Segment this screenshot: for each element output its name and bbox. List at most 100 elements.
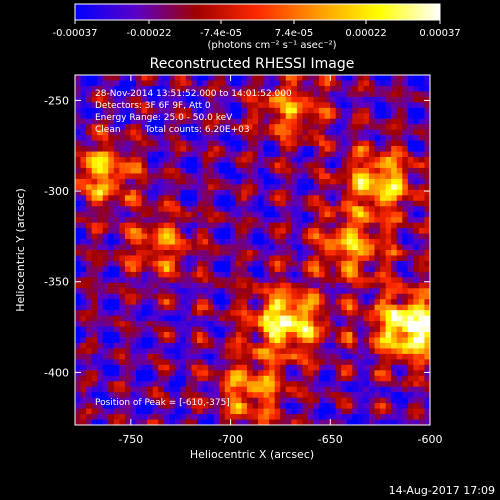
heatmap-cell: [324, 102, 331, 109]
heatmap-cell: [235, 293, 243, 300]
heatmap-cell: [91, 255, 98, 262]
heatmap-cell: [241, 397, 248, 404]
heatmap-cell: [185, 233, 193, 240]
heatmap-cell: [258, 118, 265, 125]
heatmap-cell: [263, 151, 270, 158]
heatmap-cell: [396, 403, 403, 410]
heatmap-cell: [191, 217, 198, 224]
heatmap-cell: [280, 184, 287, 191]
heatmap-cell: [246, 353, 254, 360]
heatmap-cell: [230, 293, 237, 300]
heatmap-cell: [113, 233, 120, 240]
heatmap-cell: [252, 255, 259, 262]
heatmap-cell: [197, 80, 204, 87]
heatmap-cell: [191, 271, 198, 278]
heatmap-cell: [341, 222, 348, 229]
heatmap-cell: [219, 167, 226, 175]
heatmap-cell: [263, 173, 270, 180]
heatmap-cell: [185, 239, 193, 246]
heatmap-cell: [374, 282, 381, 289]
heatmap-cell: [319, 260, 326, 268]
heatmap-cell: [163, 102, 170, 109]
heatmap-cell: [169, 233, 176, 240]
heatmap-cell: [224, 386, 231, 393]
heatmap-cell: [335, 321, 342, 328]
heatmap-cell: [385, 381, 392, 388]
heatmap-cell: [418, 282, 426, 289]
heatmap-cell: [363, 381, 370, 388]
heatmap-cell: [352, 266, 359, 273]
heatmap-cell: [169, 419, 176, 425]
heatmap-cell: [368, 80, 376, 87]
heatmap-cell: [136, 293, 143, 300]
heatmap-cell: [396, 348, 403, 355]
heatmap-cell: [180, 146, 187, 153]
heatmap-cell: [396, 107, 403, 114]
heatmap-cell: [235, 386, 243, 393]
heatmap-cell: [130, 342, 137, 350]
heatmap-cell: [291, 288, 298, 295]
heatmap-cell: [252, 315, 259, 322]
heatmap-cell: [180, 151, 187, 158]
heatmap-cell: [302, 403, 309, 410]
heatmap-cell: [330, 124, 337, 131]
heatmap-cell: [147, 102, 154, 109]
heatmap-cell: [124, 375, 132, 382]
heatmap-cell: [319, 206, 326, 213]
heatmap-cell: [302, 414, 309, 421]
heatmap-cell: [97, 102, 104, 109]
heatmap-cell: [385, 195, 392, 202]
heatmap-cell: [324, 91, 331, 98]
heatmap-cell: [324, 353, 331, 360]
heatmap-cell: [252, 184, 259, 191]
heatmap-cell: [235, 381, 243, 388]
heatmap-cell: [330, 342, 337, 350]
heatmap-cell: [152, 332, 159, 339]
heatmap-cell: [158, 392, 165, 399]
heatmap-cell: [119, 288, 126, 295]
heatmap-cell: [274, 419, 281, 425]
heatmap-cell: [102, 167, 109, 175]
heatmap-cell: [158, 178, 165, 185]
heatmap-cell: [152, 75, 159, 82]
heatmap-cell: [402, 200, 409, 207]
heatmap-cell: [113, 124, 120, 131]
heatmap-cell: [374, 277, 381, 284]
heatmap-cell: [75, 217, 82, 224]
heatmap-cell: [202, 321, 209, 328]
heatmap-cell: [252, 277, 259, 284]
heatmap-cell: [124, 381, 132, 388]
heatmap-cell: [413, 304, 420, 311]
heatmap-cell: [136, 364, 143, 371]
heatmap-cell: [302, 151, 309, 158]
heatmap-cell: [230, 102, 237, 109]
heatmap-cell: [108, 282, 115, 289]
heatmap-cell: [302, 304, 309, 311]
heatmap-cell: [163, 277, 170, 284]
heatmap-cell: [313, 222, 320, 229]
heatmap-cell: [191, 80, 198, 87]
heatmap-cell: [324, 118, 331, 125]
heatmap-cell: [241, 244, 248, 251]
heatmap-cell: [307, 299, 315, 306]
heatmap-cell: [413, 414, 420, 421]
heatmap-cell: [368, 189, 376, 196]
heatmap-cell: [235, 282, 243, 289]
heatmap-cell: [202, 129, 209, 136]
heatmap-cell: [174, 124, 181, 131]
heatmap-cell: [368, 135, 376, 142]
heatmap-cell: [241, 162, 248, 169]
heatmap-cell: [330, 80, 337, 87]
heatmap-cell: [385, 135, 392, 142]
heatmap-cell: [380, 260, 387, 268]
heatmap-cell: [335, 348, 342, 355]
heatmap-cell: [224, 326, 231, 333]
heatmap-cell: [335, 118, 342, 125]
heatmap-cell: [319, 228, 326, 235]
heatmap-cell: [197, 124, 204, 131]
heatmap-cell: [352, 315, 359, 322]
heatmap-cell: [402, 118, 409, 125]
heatmap-cell: [158, 151, 165, 158]
heatmap-cell: [163, 419, 170, 425]
heatmap-cell: [235, 91, 243, 98]
